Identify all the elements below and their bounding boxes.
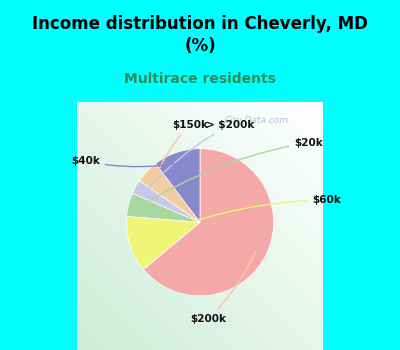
Wedge shape	[139, 163, 200, 222]
Text: City-Data.com: City-Data.com	[224, 116, 288, 125]
Text: $150k: $150k	[156, 120, 208, 176]
Wedge shape	[156, 149, 200, 222]
Text: > $200k: > $200k	[147, 120, 255, 190]
Text: $60k: $60k	[143, 195, 341, 240]
Text: $40k: $40k	[71, 156, 177, 167]
Wedge shape	[127, 193, 200, 222]
Wedge shape	[144, 149, 274, 296]
Text: $200k: $200k	[190, 251, 256, 324]
Wedge shape	[126, 216, 200, 270]
Text: $20k: $20k	[142, 138, 323, 206]
Text: Multirace residents: Multirace residents	[124, 72, 276, 86]
Wedge shape	[132, 181, 200, 222]
Text: Income distribution in Cheverly, MD
(%): Income distribution in Cheverly, MD (%)	[32, 15, 368, 55]
